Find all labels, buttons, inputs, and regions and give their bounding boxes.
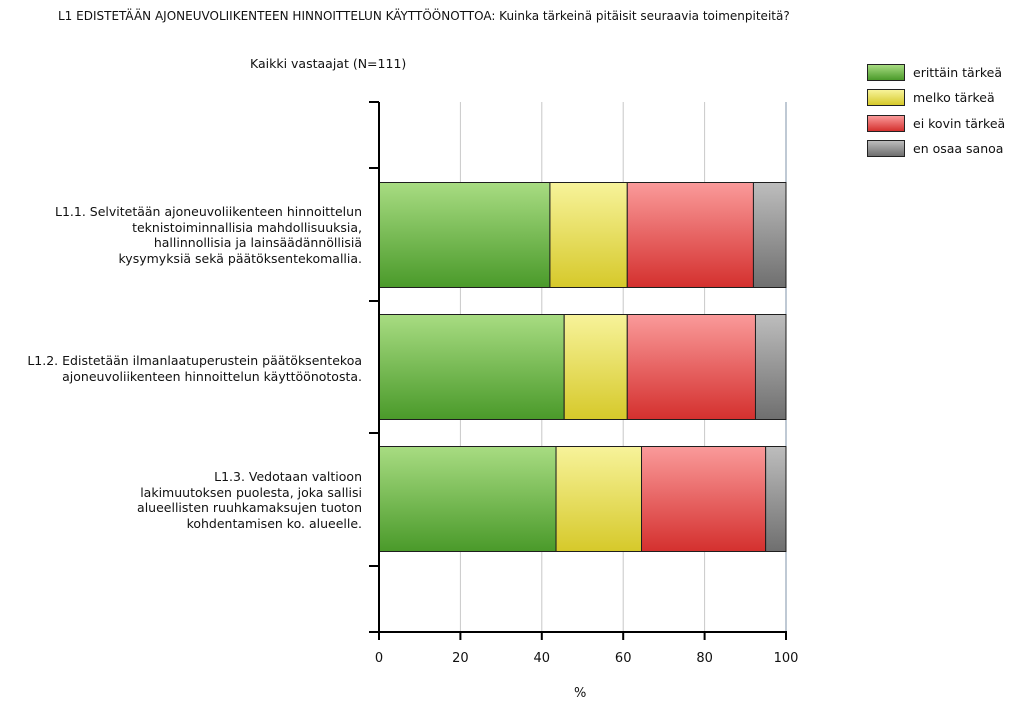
legend-item-2: melko tärkeä (867, 85, 1005, 110)
category-label-2: L1.2. Edistetään ilmanlaatuperustein pää… (27, 353, 362, 384)
legend-item-1: erittäin tärkeä (867, 60, 1005, 85)
x-axis-label: % (574, 686, 587, 701)
legend-swatch-2 (867, 89, 905, 107)
bar-segment-1-1 (378, 182, 551, 288)
legend-label-1: erittäin tärkeä (913, 65, 1002, 80)
legend: erittäin tärkeä melko tärkeä ei kovin tä… (867, 60, 1005, 161)
bar-segment-2-2 (563, 314, 628, 420)
category-label-3: L1.3. Vedotaan valtioon lakimuutoksen pu… (137, 469, 362, 531)
bar-segment-2-4 (754, 314, 787, 420)
x-tick-label-100: 100 (774, 651, 799, 666)
legend-swatch-3 (867, 114, 905, 132)
x-tick-label-40: 40 (534, 651, 551, 666)
legend-label-3: ei kovin tärkeä (913, 115, 1006, 131)
legend-swatch-1 (867, 64, 905, 81)
legend-label-2: melko tärkeä (913, 90, 995, 106)
legend-swatch-4 (867, 139, 905, 157)
legend-item-3: ei kovin tärkeä (867, 111, 1005, 136)
chart-title: L1 EDISTETÄÄN AJONEUVOLIIKENTEEN HINNOIT… (58, 9, 790, 23)
bar-segment-3-2 (555, 446, 643, 552)
bar-segment-1-3 (626, 182, 754, 288)
legend-label-4: en osaa sanoa (913, 140, 1004, 156)
legend-item-4: en osaa sanoa (867, 136, 1005, 161)
x-tick-label-0: 0 (375, 651, 383, 666)
x-tick-label-80: 80 (696, 651, 713, 666)
bar-segment-1-2 (549, 182, 628, 288)
category-label-1: L1.1. Selvitetään ajoneuvoliikenteen hin… (54, 204, 362, 266)
bar-segment-3-3 (641, 446, 767, 552)
bar-segment-2-3 (626, 314, 756, 420)
bar-segment-1-4 (752, 182, 787, 288)
x-tick-label-20: 20 (452, 651, 469, 666)
x-tick-label-60: 60 (615, 651, 632, 666)
bar-segment-3-4 (765, 446, 787, 552)
bar-segment-2-1 (378, 314, 565, 420)
chart-subtitle: Kaikki vastaajat (N=111) (250, 56, 407, 71)
bar-segment-3-1 (378, 446, 557, 552)
